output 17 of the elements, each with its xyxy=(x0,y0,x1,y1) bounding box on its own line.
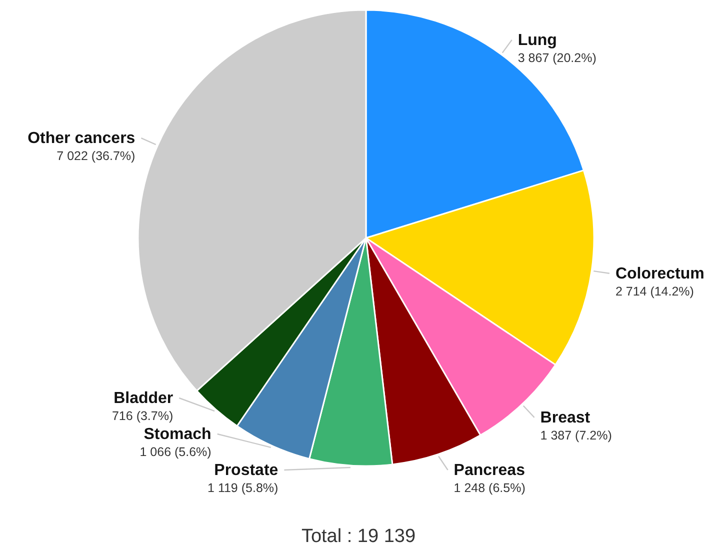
data-label: 1 119 (5.8%) xyxy=(208,481,278,495)
slice-label: Other cancers xyxy=(28,130,136,148)
slice-label: Prostate xyxy=(214,462,278,479)
data-label: 716 (3.7%) xyxy=(112,409,174,423)
data-label: 1 387 (7.2%) xyxy=(540,428,612,442)
data-label: 2 714 (14.2%) xyxy=(615,284,694,298)
data-label: 1 248 (6.5%) xyxy=(454,481,526,495)
slice-label: Stomach xyxy=(144,426,212,443)
data-label: 7 022 (36.7%) xyxy=(56,149,136,164)
slice-label: Colorectum xyxy=(615,265,704,282)
slice-label: Bladder xyxy=(114,390,174,407)
data-label: 1 066 (5.6%) xyxy=(140,445,212,459)
slice-label: Lung xyxy=(518,32,557,49)
slice-label: Breast xyxy=(540,409,591,426)
text: Total : 19 139 xyxy=(300,526,417,548)
slice-label: Pancreas xyxy=(454,462,526,479)
data-label: 3 867 (20.2%) xyxy=(518,50,596,65)
